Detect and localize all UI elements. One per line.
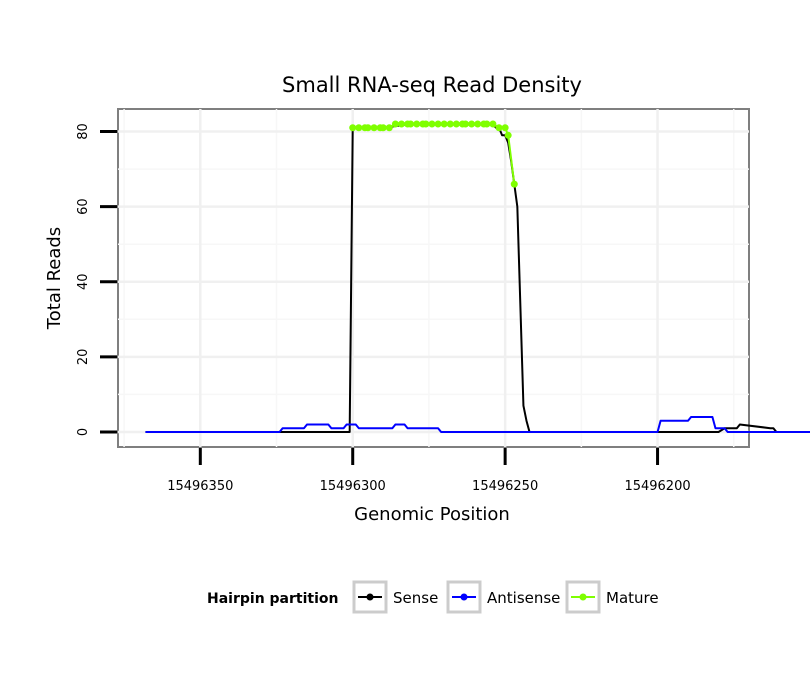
axes: 0 20 40 60 80 15496350 15496300 15496250 1549620… <box>76 123 691 494</box>
x-tick-label: 15496250 <box>472 479 538 494</box>
mature-point <box>391 120 399 128</box>
mature-point <box>474 120 482 128</box>
x-axis-label: Genomic Position <box>354 504 510 525</box>
legend-label-antisense: Antisense <box>487 589 560 607</box>
mature-point <box>385 124 393 132</box>
x-tick-label: 15496300 <box>320 479 386 494</box>
y-axis-label: Total Reads <box>44 227 65 330</box>
chart-title: Small RNA-seq Read Density <box>282 73 582 97</box>
legend-label-mature: Mature <box>606 589 659 607</box>
x-tick-label: 15496350 <box>167 479 233 494</box>
y-tick-label: 20 <box>76 349 91 366</box>
mature-point <box>364 124 372 132</box>
mature-point <box>452 120 460 128</box>
mature-point <box>483 120 491 128</box>
series-line-antisense <box>145 415 810 433</box>
legend-item-mature: Mature <box>565 580 659 614</box>
y-tick-label: 80 <box>76 123 91 140</box>
legend-dot-antisense <box>460 593 468 601</box>
grid <box>118 109 749 447</box>
mature-point <box>407 120 415 128</box>
plot-panel <box>117 108 750 448</box>
mature-point <box>422 120 430 128</box>
legend-item-sense: Sense <box>352 580 438 614</box>
mature-point <box>501 124 509 132</box>
mature-point <box>413 120 421 128</box>
mature-point <box>370 124 378 132</box>
legend-label-sense: Sense <box>393 589 438 607</box>
mature-point <box>489 120 497 128</box>
mature-point <box>397 120 405 128</box>
mature-point <box>462 120 470 128</box>
legend-dot-sense <box>366 593 374 601</box>
mature-point <box>428 120 436 128</box>
mature-point <box>468 120 476 128</box>
legend: Hairpin partition Sense Antisense Mature <box>207 580 659 614</box>
mature-point <box>440 120 448 128</box>
mature-point <box>495 124 503 132</box>
mature-point <box>446 120 454 128</box>
y-tick-label: 40 <box>76 273 91 290</box>
x-tick-label: 15496200 <box>624 479 690 494</box>
mature-point <box>355 124 363 132</box>
mature-point <box>379 124 387 132</box>
legend-item-antisense: Antisense <box>446 580 560 614</box>
series-layer <box>145 120 810 433</box>
legend-title: Hairpin partition <box>207 591 338 607</box>
mature-point <box>510 180 518 188</box>
mature-point <box>349 124 357 132</box>
mature-point <box>434 120 442 128</box>
legend-dot-mature <box>579 593 587 601</box>
y-tick-label: 60 <box>76 198 91 215</box>
mature-point <box>504 131 512 139</box>
y-tick-label: 0 <box>76 428 91 436</box>
